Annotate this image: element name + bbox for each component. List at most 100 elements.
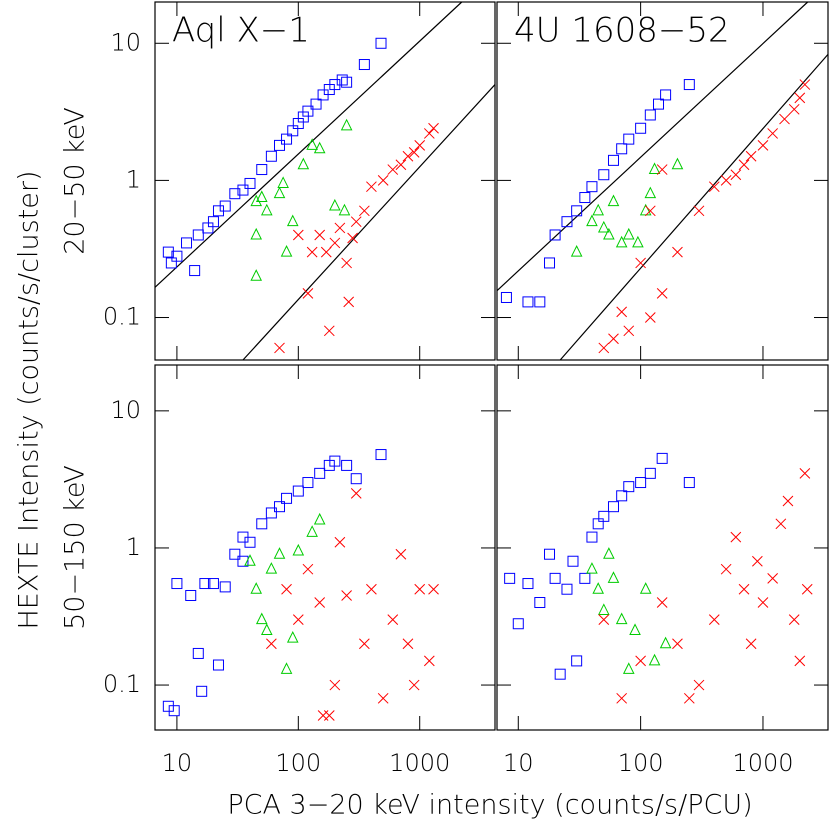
fit-line: [242, 84, 496, 361]
square-point: [616, 490, 628, 502]
square-point: [592, 518, 604, 530]
cross-point: [281, 583, 292, 595]
cross-point: [323, 710, 335, 721]
square-point: [256, 164, 268, 176]
triangle-point: [639, 582, 652, 594]
cross-point: [366, 583, 377, 595]
square-point: [522, 296, 534, 308]
square-point: [212, 659, 224, 671]
square-point: [292, 485, 304, 497]
triangle-point: [250, 227, 263, 240]
square-point: [644, 467, 656, 479]
cross-point: [414, 140, 426, 151]
cross-point: [266, 638, 277, 650]
square-point: [375, 37, 387, 49]
cross-point: [708, 614, 720, 625]
row-label: 20−50 keV: [60, 107, 91, 255]
cross-point: [782, 495, 794, 507]
cross-point: [359, 638, 370, 650]
cross-point: [644, 312, 656, 323]
square-point: [623, 133, 635, 145]
cross-point: [366, 181, 377, 193]
triangle-point: [250, 269, 263, 281]
square-point: [274, 139, 286, 151]
triangle-point: [286, 630, 299, 643]
y-tick-label: 10: [110, 28, 141, 56]
panel-frame: [154, 364, 496, 731]
cross-point: [775, 518, 787, 530]
square-point: [616, 143, 628, 155]
square-point: [554, 668, 566, 680]
cross-point: [720, 175, 732, 186]
cross-point: [314, 229, 326, 241]
square-point: [202, 222, 214, 234]
square-point: [336, 74, 348, 86]
square-point: [656, 452, 668, 464]
triangle-point: [570, 244, 583, 257]
square-point: [607, 154, 619, 166]
square-point: [567, 555, 579, 567]
square-point: [281, 133, 293, 145]
cross-point: [329, 237, 341, 249]
triangle-point: [244, 554, 256, 566]
cross-point: [347, 232, 358, 244]
square-point: [302, 105, 314, 117]
triangle-point: [603, 547, 615, 559]
triangle-point: [306, 525, 318, 537]
cross-point: [323, 325, 335, 337]
square-point: [244, 177, 256, 189]
triangle-point: [329, 198, 341, 211]
square-point: [534, 296, 546, 308]
cross-point: [608, 333, 619, 345]
x-tick-label: 1000: [389, 749, 450, 777]
triangle-point: [648, 162, 661, 175]
square-point: [314, 467, 326, 479]
triangle-point: [277, 176, 289, 188]
square-point: [579, 572, 591, 584]
triangle-point: [592, 582, 605, 594]
square-point: [162, 700, 174, 712]
triangle-point: [265, 562, 278, 574]
x-tick-label: 100: [275, 749, 321, 777]
cross-point: [752, 555, 763, 567]
triangle-point: [603, 227, 615, 240]
cross-point: [745, 150, 757, 162]
square-point: [635, 122, 647, 134]
row-label: 50−150 keV: [60, 465, 91, 630]
square-point: [229, 188, 241, 200]
square-point: [571, 655, 583, 667]
triangle-point: [250, 582, 263, 594]
triangle-point: [607, 194, 620, 207]
triangle-point: [306, 138, 318, 150]
y-tick-label: 1: [126, 533, 141, 561]
triangle-point: [659, 636, 672, 649]
triangle-point: [597, 220, 610, 233]
square-point: [598, 510, 610, 522]
triangle-point: [255, 190, 268, 203]
square-point: [219, 581, 231, 593]
cross-point: [341, 590, 352, 601]
cross-point: [616, 306, 628, 318]
cross-point: [635, 655, 646, 667]
cross-point: [414, 583, 426, 595]
square-point: [265, 507, 277, 519]
y-tick-label: 10: [110, 396, 141, 424]
cross-point: [708, 181, 720, 193]
cross-point: [423, 655, 435, 667]
triangle-point: [280, 244, 293, 257]
square-point: [683, 79, 695, 91]
square-point: [512, 618, 524, 630]
cross-point: [801, 583, 813, 595]
fit-line: [154, 1, 463, 288]
triangle-point: [586, 214, 598, 227]
panel-frame: [154, 1, 496, 361]
square-point: [192, 647, 204, 659]
square-point: [683, 477, 695, 489]
triangle-point: [597, 603, 610, 615]
x-axis-label: PCA 3−20 keV intensity (counts/s/PCU): [227, 790, 752, 821]
square-point: [579, 192, 591, 204]
cross-point: [788, 614, 800, 625]
cross-point: [334, 222, 346, 234]
triangle-point: [255, 612, 268, 625]
cross-point: [377, 692, 389, 704]
